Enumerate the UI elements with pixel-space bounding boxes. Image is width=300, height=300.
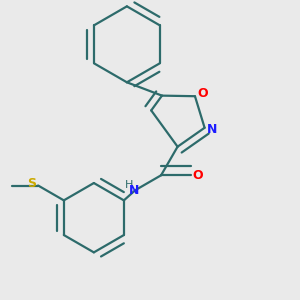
- Text: S: S: [27, 177, 36, 190]
- Text: H: H: [124, 180, 133, 190]
- Text: N: N: [207, 123, 217, 136]
- Text: N: N: [128, 184, 139, 197]
- Text: O: O: [197, 87, 208, 100]
- Text: O: O: [192, 169, 203, 182]
